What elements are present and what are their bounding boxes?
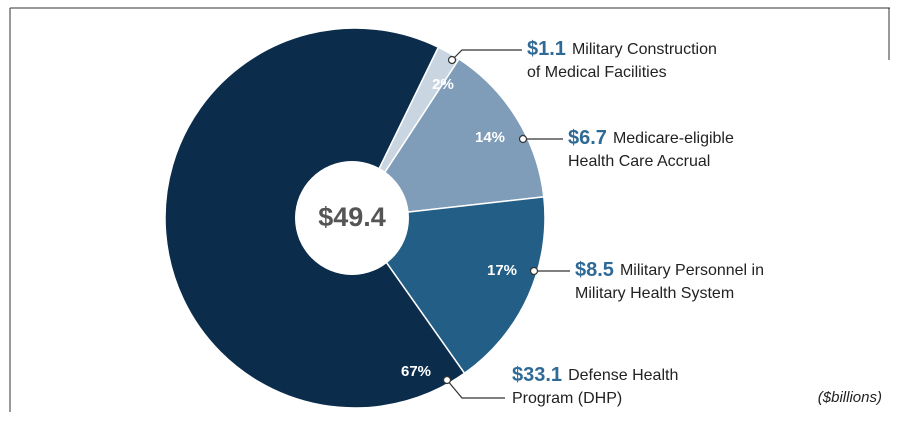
- category-label: Health Care Accrual: [568, 153, 710, 170]
- category-label: Military Health System: [575, 285, 734, 302]
- leader-dot: [518, 134, 528, 144]
- slice-label: $8.5 Military Personnel in: [575, 259, 764, 281]
- amount-label: $6.7: [568, 127, 607, 149]
- percent-label: 67%: [401, 363, 431, 380]
- center-circle: [295, 161, 409, 275]
- leader-line: [451, 49, 522, 61]
- amount-label: $1.1: [527, 38, 566, 60]
- amount-label: $8.5: [575, 259, 614, 281]
- category-label: Program (DHP): [512, 390, 622, 407]
- category-label: Medicare-eligible: [613, 130, 734, 147]
- percent-label: 14%: [475, 129, 505, 146]
- category-label: of Medical Facilities: [527, 64, 667, 81]
- percent-label: 2%: [432, 76, 454, 93]
- category-label: Defense Health: [568, 367, 678, 384]
- amount-label: $33.1: [512, 364, 562, 386]
- leader-dot: [447, 55, 457, 65]
- slice-label: $6.7 Medicare-eligible: [568, 127, 734, 149]
- category-label: Military Construction: [572, 41, 717, 58]
- leader-dot: [442, 375, 452, 385]
- slice-label: $1.1 Military Construction: [527, 38, 717, 60]
- slice-label: $33.1 Defense Health: [512, 364, 678, 386]
- slice: [353, 57, 545, 219]
- percent-label: 17%: [487, 262, 517, 279]
- center-label: $49.4: [318, 202, 386, 232]
- leader-line: [446, 379, 505, 399]
- leader-dot: [529, 266, 539, 276]
- category-label: Military Personnel in: [620, 262, 764, 279]
- note: ($billions): [818, 389, 882, 406]
